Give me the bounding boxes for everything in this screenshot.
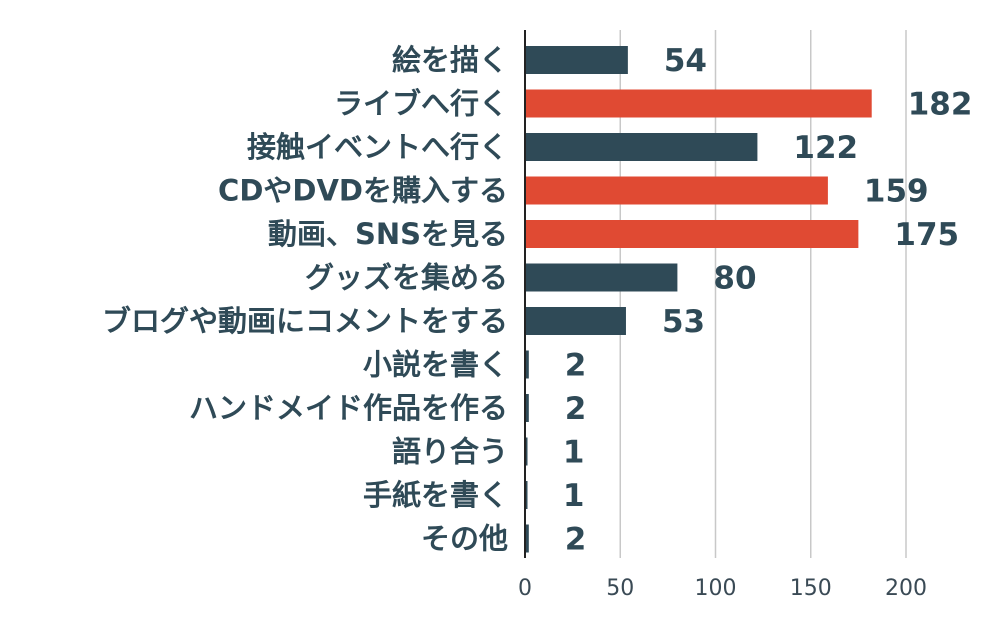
bar bbox=[525, 263, 678, 292]
data-label: 175 bbox=[894, 217, 959, 253]
bar bbox=[525, 176, 828, 205]
data-label: 2 bbox=[565, 522, 587, 558]
data-label: 54 bbox=[664, 43, 707, 79]
x-tick-label: 150 bbox=[790, 576, 832, 601]
data-label: 2 bbox=[565, 391, 587, 427]
data-label: 1 bbox=[563, 478, 585, 514]
bar bbox=[525, 394, 529, 422]
category-label: 語り合う bbox=[392, 435, 508, 469]
category-label: その他 bbox=[421, 522, 508, 556]
bar bbox=[525, 133, 758, 161]
category-label: 小説を書く bbox=[363, 348, 508, 382]
category-label: CDやDVDを購入する bbox=[218, 174, 508, 208]
bar bbox=[525, 89, 872, 118]
x-tick-labels: 0 50 100 150 200 bbox=[518, 576, 927, 601]
category-label: ハンドメイド作品を作る bbox=[189, 391, 508, 425]
bar bbox=[525, 437, 528, 466]
bar bbox=[525, 220, 859, 248]
bar bbox=[525, 481, 528, 509]
data-label: 122 bbox=[793, 130, 858, 166]
data-label: 53 bbox=[662, 304, 705, 340]
x-tick-label: 50 bbox=[606, 576, 634, 601]
bars bbox=[525, 46, 872, 553]
data-label: 80 bbox=[713, 261, 756, 297]
bar bbox=[525, 350, 529, 379]
category-label: ブログや動画にコメントをする bbox=[102, 304, 508, 338]
bar bbox=[525, 307, 626, 335]
bar bbox=[525, 524, 529, 553]
data-label: 2 bbox=[565, 348, 587, 384]
data-label: 1 bbox=[563, 435, 585, 471]
x-tick-label: 200 bbox=[885, 576, 927, 601]
x-tick-label: 100 bbox=[695, 576, 737, 601]
data-label: 159 bbox=[864, 174, 929, 210]
x-tick-label: 0 bbox=[518, 576, 532, 601]
gridlines bbox=[619, 30, 907, 558]
data-label: 182 bbox=[908, 87, 973, 123]
category-label: 絵を描く bbox=[392, 43, 508, 77]
category-label: グッズを集める bbox=[305, 261, 508, 295]
category-label: 動画、SNSを見る bbox=[268, 217, 508, 251]
category-label: 手紙を書く bbox=[363, 478, 508, 512]
bar bbox=[525, 46, 628, 74]
category-label: 接触イベントへ行く bbox=[247, 130, 508, 164]
category-label: ライブへ行く bbox=[334, 87, 508, 121]
